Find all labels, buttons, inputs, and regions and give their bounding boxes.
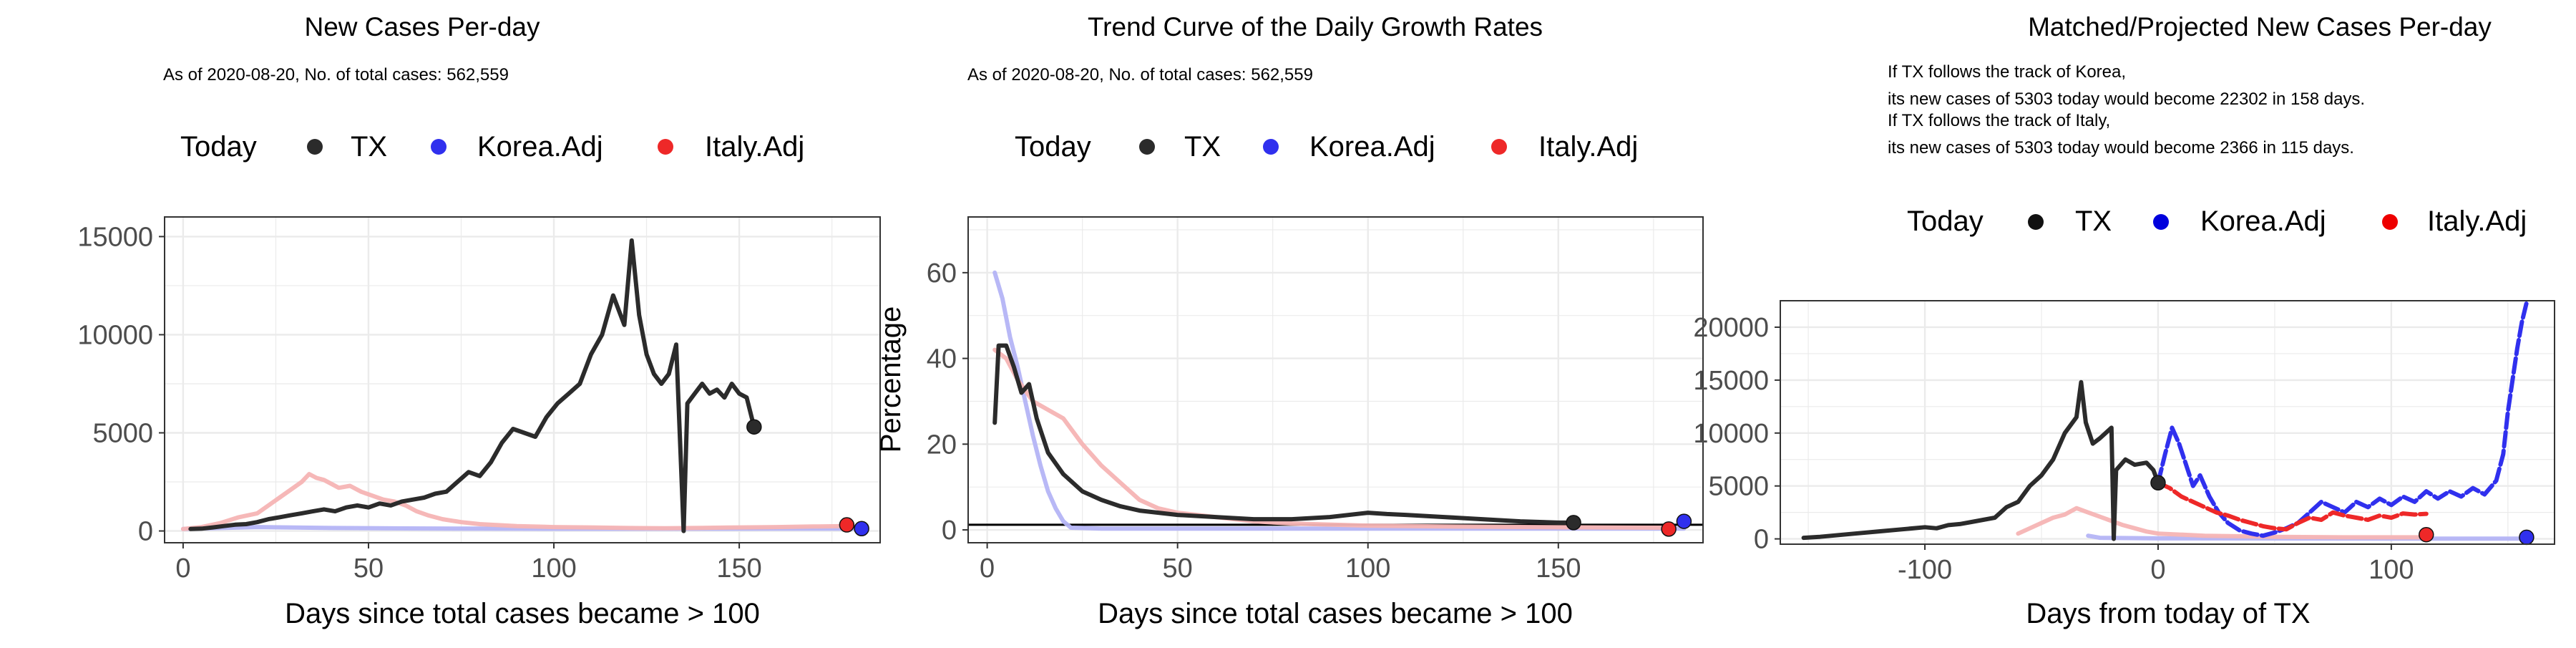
plot-background — [968, 217, 1703, 543]
legend-label-tx: TX — [351, 131, 387, 163]
x-tick-label: 100 — [531, 553, 576, 584]
legend-label-italy: Italy.Adj — [2427, 205, 2527, 237]
axis-ticks: -100 0 100 0 5000 10000 15000 20000 — [1693, 313, 2414, 585]
plot-border — [1780, 300, 2555, 545]
x-tick-label: 0 — [175, 553, 190, 584]
legend-marker-tx — [1139, 139, 1155, 155]
x-tick-label: 100 — [2368, 555, 2414, 585]
plot-grid — [165, 217, 880, 543]
x-tick-label: -100 — [1898, 555, 1952, 585]
series-line-italy-adj-faint — [180, 472, 849, 531]
plot-grid — [1780, 300, 2555, 544]
legend-marker-italy — [1491, 139, 1507, 155]
chart-projected-cases: Matched/Projected New Cases Per-day If T… — [1693, 12, 2555, 629]
x-axis-title: Days since total cases became > 100 — [1098, 598, 1573, 629]
legend-title: Today — [1015, 131, 1091, 163]
legend: Today TX Korea.Adj Italy.Adj — [1907, 205, 2527, 237]
legend-marker-tx — [307, 139, 323, 155]
chart-annotation-line: its new cases of 5303 today would become… — [1888, 90, 2365, 109]
legend-label-italy: Italy.Adj — [1538, 131, 1638, 163]
today-point-italy-adj — [2419, 526, 2434, 543]
chart-title: Trend Curve of the Daily Growth Rates — [1088, 12, 1543, 42]
series-line-tx — [188, 238, 756, 533]
axis-ticks: 0 50 100 150 0 5000 10000 15000 — [77, 222, 761, 584]
today-point-italy-adj — [1661, 521, 1677, 537]
y-tick-label: 20000 — [1693, 313, 1769, 343]
legend-marker-tx — [2028, 214, 2044, 230]
today-point-tx — [1566, 515, 1581, 531]
axis-ticks: 0 50 100 150 0 20 40 60 — [927, 258, 1581, 584]
legend-label-tx: TX — [1184, 131, 1221, 163]
today-point-tx — [2150, 475, 2166, 490]
today-point-korea-adj — [1676, 513, 1692, 529]
today-point-tx — [746, 419, 762, 435]
series-line-korea-adj-faint — [992, 270, 1687, 531]
plot-background — [165, 217, 880, 543]
today-point-korea-adj — [854, 521, 869, 537]
y-tick-label: 40 — [927, 344, 957, 374]
series-line-tx — [1801, 379, 2160, 541]
legend-title: Today — [180, 131, 257, 163]
legend-label-korea: Korea.Adj — [1309, 131, 1435, 163]
y-tick-label: 0 — [138, 517, 153, 547]
x-tick-label: 0 — [2150, 555, 2165, 585]
x-tick-label: 150 — [716, 553, 761, 584]
chart-title: New Cases Per-day — [304, 12, 540, 42]
x-tick-label: 50 — [1163, 553, 1193, 584]
y-tick-label: 15000 — [77, 222, 153, 252]
chart-annotation-line: If TX follows the track of Korea, — [1888, 62, 2126, 82]
y-tick-label: 0 — [1754, 525, 1769, 555]
plot-background — [1780, 301, 2555, 544]
legend-marker-korea — [2153, 214, 2169, 230]
series-line-korea-adj — [2156, 300, 2529, 538]
legend-marker-italy — [2382, 214, 2398, 230]
today-point-italy-adj — [839, 517, 855, 533]
x-axis-title: Days from today of TX — [2026, 598, 2310, 629]
chart-subtitle: As of 2020-08-20, No. of total cases: 56… — [163, 65, 509, 84]
legend-marker-korea — [1263, 139, 1279, 155]
plot-series — [180, 238, 869, 537]
y-axis-title: Percentage — [875, 306, 907, 453]
y-tick-label: 10000 — [1693, 419, 1769, 449]
x-tick-label: 150 — [1536, 553, 1581, 584]
chart-new-cases: New Cases Per-day As of 2020-08-20, No. … — [77, 12, 881, 629]
series-line-tx — [992, 343, 1576, 525]
x-axis-title: Days since total cases became > 100 — [285, 598, 760, 629]
plot-border — [164, 216, 881, 543]
chart-growth-rates: Trend Curve of the Daily Growth Rates As… — [875, 12, 1704, 629]
today-point-korea-adj — [2519, 529, 2534, 546]
legend-label-korea: Korea.Adj — [2200, 205, 2326, 237]
chart-annotation-line: its new cases of 5303 today would become… — [1888, 138, 2354, 158]
plot-grid — [968, 217, 1703, 543]
plot-border — [967, 216, 1704, 543]
legend-marker-korea — [431, 139, 447, 155]
legend-label-italy: Italy.Adj — [705, 131, 804, 163]
y-tick-label: 5000 — [1708, 472, 1769, 502]
chart-annotation-line: If TX follows the track of Italy, — [1888, 111, 2110, 130]
x-tick-label: 0 — [980, 553, 995, 584]
legend: Today TX Korea.Adj Italy.Adj — [180, 131, 804, 163]
chart-subtitle: As of 2020-08-20, No. of total cases: 56… — [967, 65, 1313, 84]
x-tick-label: 100 — [1345, 553, 1390, 584]
y-tick-label: 60 — [927, 258, 957, 289]
plot-series — [968, 270, 1703, 537]
y-tick-label: 20 — [927, 430, 957, 460]
legend-title: Today — [1907, 205, 1984, 237]
legend-marker-italy — [658, 139, 673, 155]
legend-label-korea: Korea.Adj — [477, 131, 603, 163]
chart-title: Matched/Projected New Cases Per-day — [2028, 12, 2492, 42]
y-tick-label: 15000 — [1693, 366, 1769, 396]
plot-series — [1801, 300, 2534, 546]
legend: Today TX Korea.Adj Italy.Adj — [1015, 131, 1638, 163]
y-tick-label: 10000 — [77, 320, 153, 350]
series-line-italy-adj — [2156, 480, 2429, 532]
y-tick-label: 0 — [942, 516, 957, 546]
legend-label-tx: TX — [2075, 205, 2112, 237]
x-tick-label: 50 — [353, 553, 384, 584]
y-tick-label: 5000 — [92, 419, 153, 449]
